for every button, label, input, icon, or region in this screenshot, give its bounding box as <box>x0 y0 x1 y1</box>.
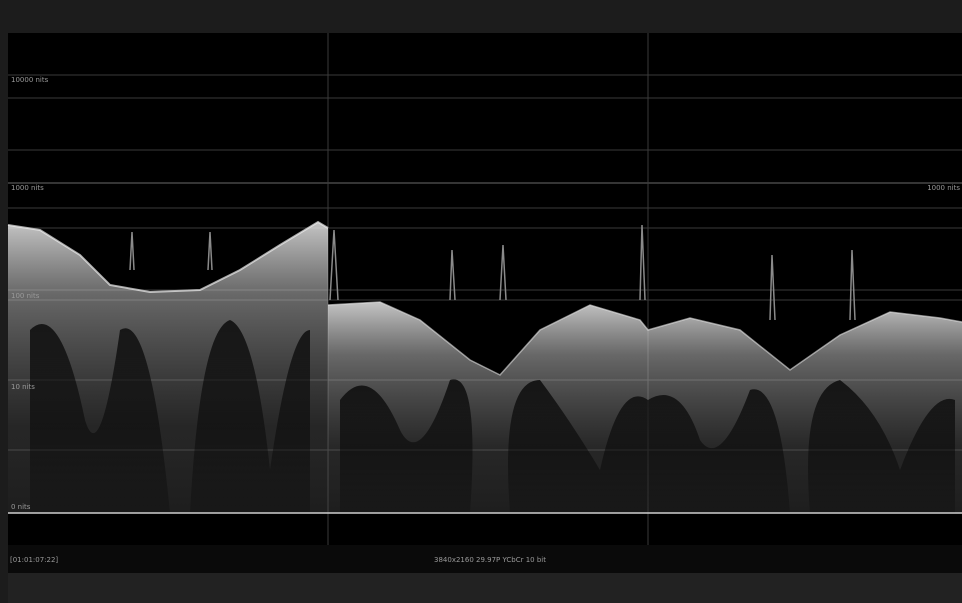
scale-label: 100 nits <box>11 292 40 300</box>
scale-label: 1000 nits <box>927 184 960 192</box>
waveform-edge <box>327 301 962 376</box>
scale-label: 1000 nits <box>11 184 44 192</box>
waveform-spikes <box>129 224 856 321</box>
scale-label: 0 nits <box>11 503 31 511</box>
scale-label: 10000 nits <box>11 76 49 84</box>
waveform-edge <box>7 220 329 294</box>
status-bar <box>8 545 962 573</box>
bottom-bar <box>8 573 962 603</box>
scale-label: 10 nits <box>11 383 35 391</box>
format-info: 3840x2160 29.97P YCbCr 10 bit <box>434 556 546 564</box>
waveform <box>7 220 962 514</box>
waveform-shadow <box>30 320 310 513</box>
waveform-shadow <box>340 379 955 513</box>
timecode: [01:01:07:22] <box>10 556 58 564</box>
